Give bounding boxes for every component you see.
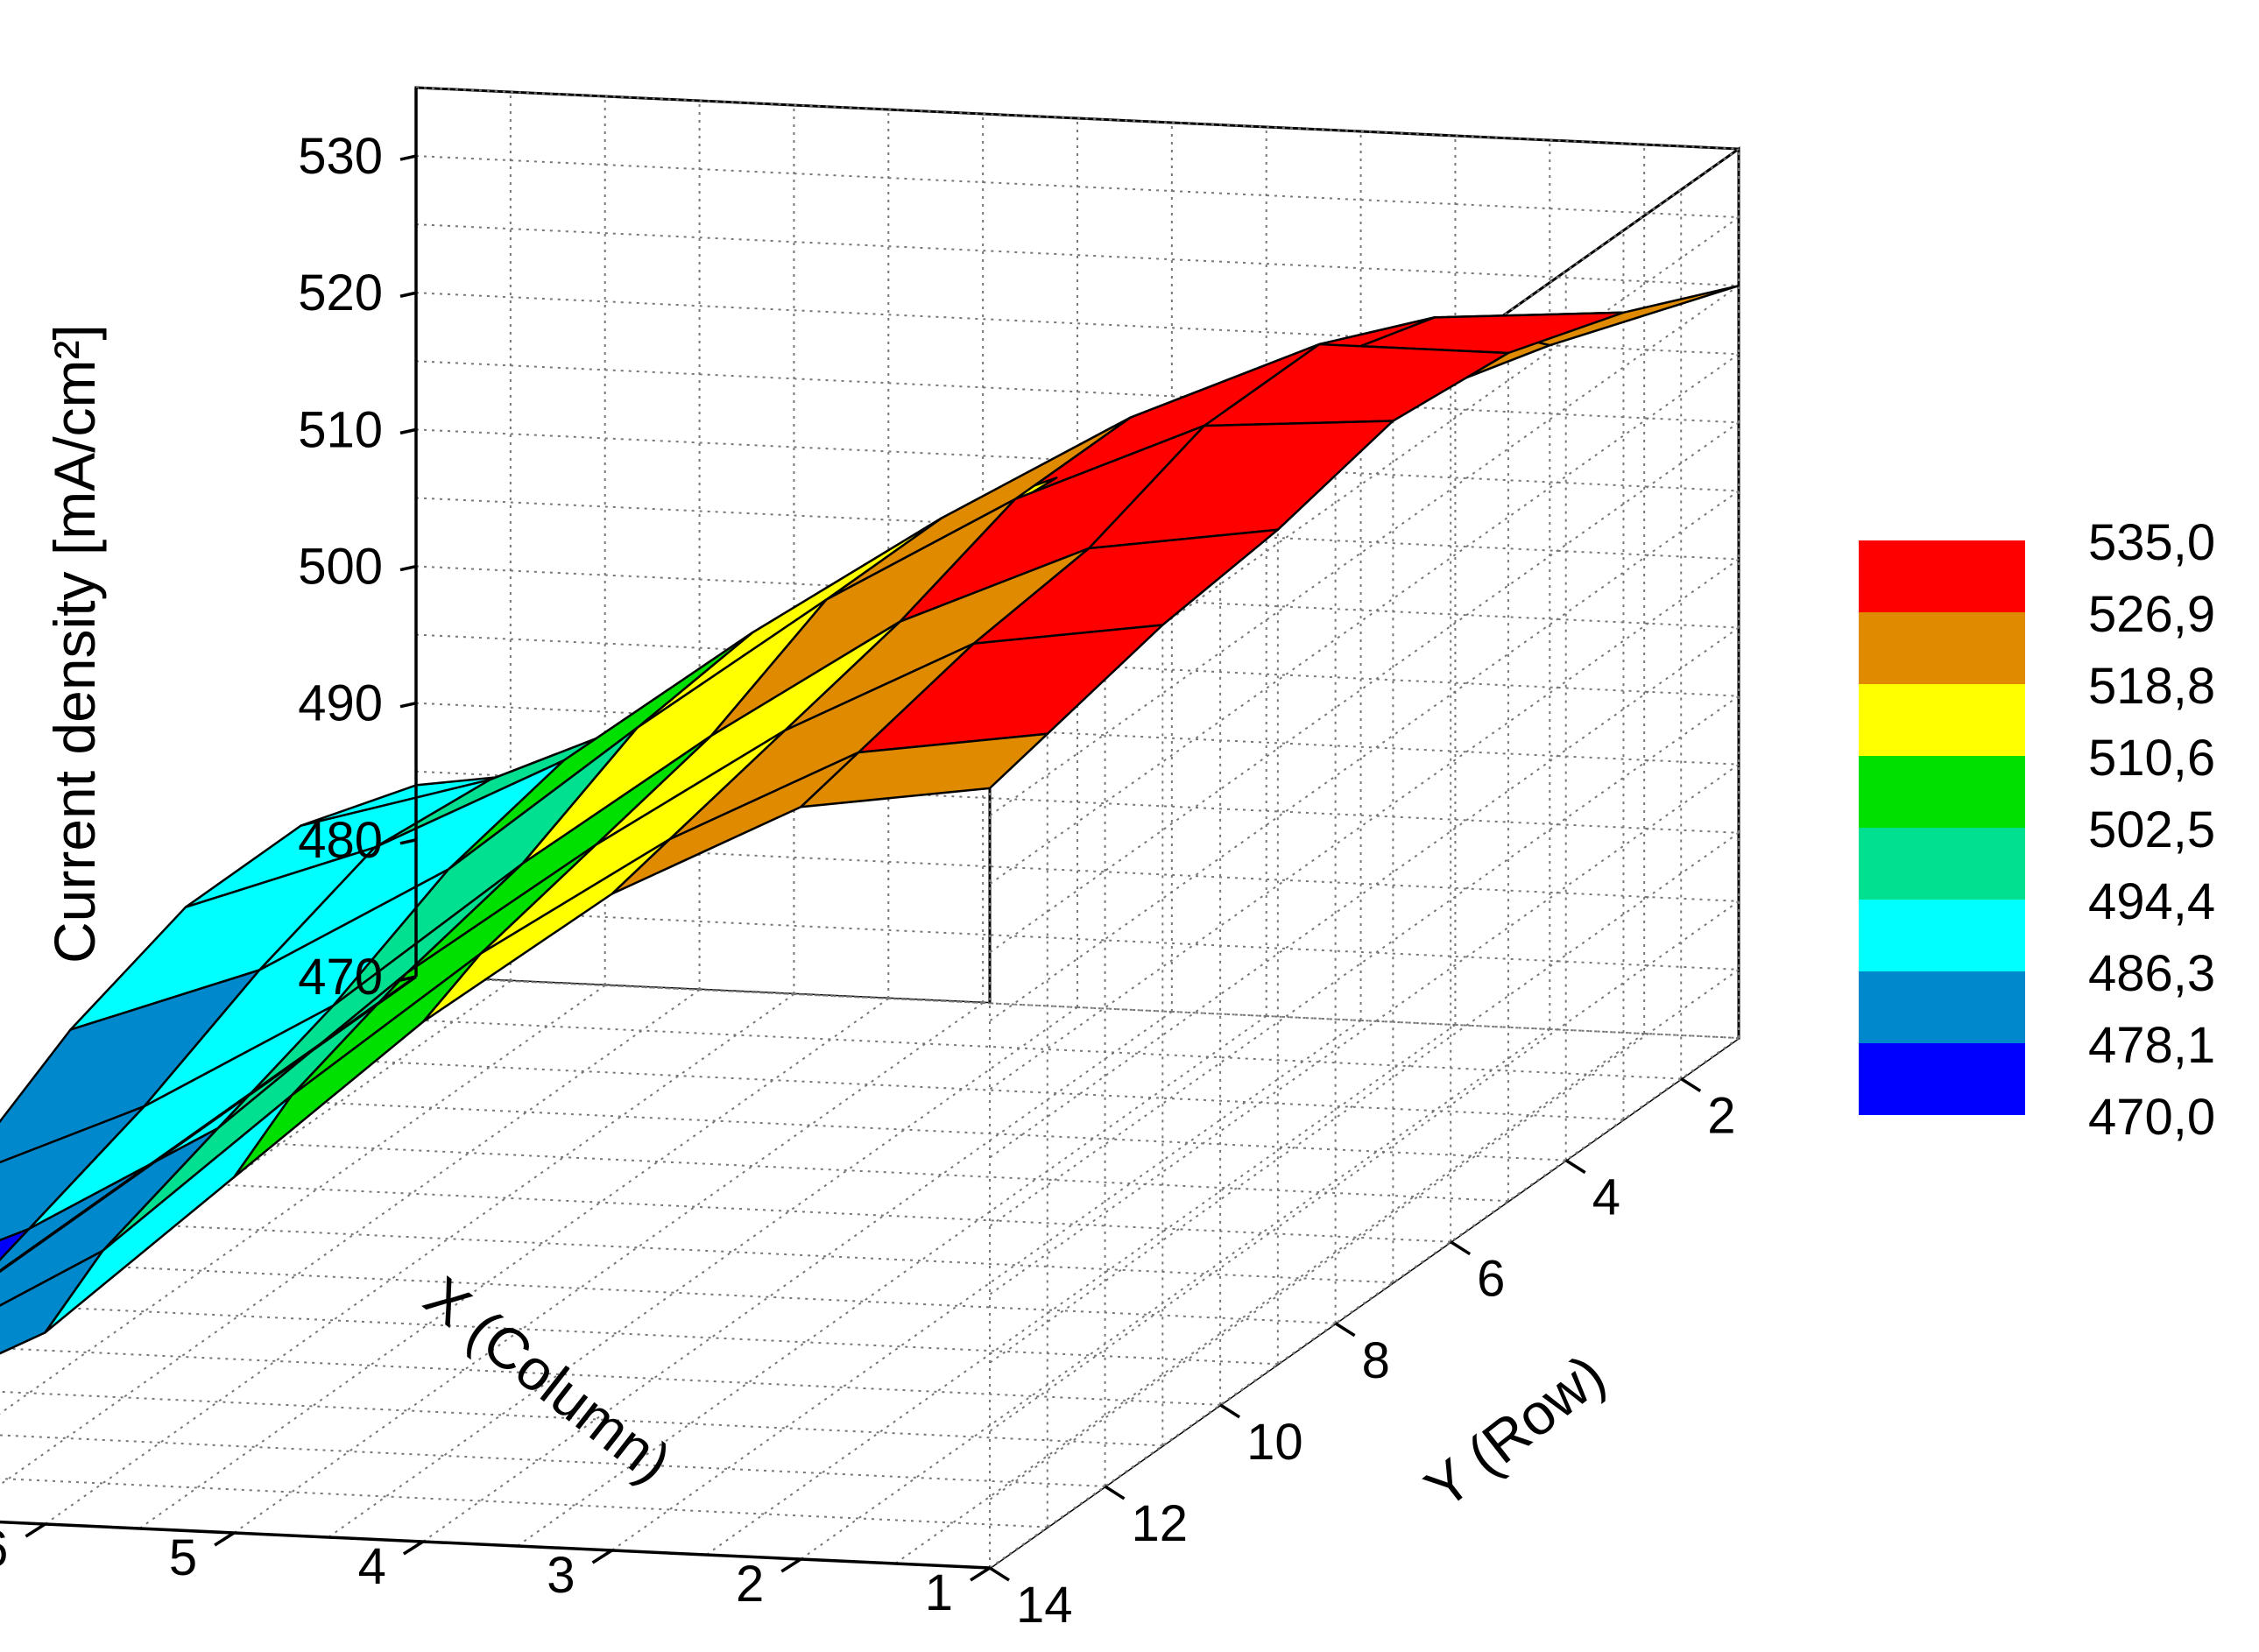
z-tick [399,291,417,298]
z-tick [399,427,417,435]
surface-cell [0,1105,145,1242]
grid-line [328,1006,1078,1538]
y-tick [1564,1159,1586,1175]
surface-cell [0,1249,104,1355]
surface-cell [0,1126,219,1307]
grid-line [989,490,1740,1022]
axis-lines [0,88,1702,1582]
z-tick-label: 490 [298,675,383,732]
tick-labels: 470480490500510520530123456782468101214 [0,128,1735,1634]
grid-line [989,285,1740,816]
back-walls [0,86,1740,1571]
grid-line [989,969,1740,1500]
legend-color-band [1859,612,2025,684]
legend-level-label: 470,0 [2088,1089,2215,1146]
floor [0,977,1739,1568]
y-tick [1680,1077,1702,1093]
x-tick [591,1549,613,1564]
legend-level-label: 494,4 [2088,873,2215,930]
grid-line [138,998,889,1529]
legend-level-label: 535,0 [2088,514,2215,571]
z-tick [399,564,417,572]
y-tick [1450,1240,1472,1256]
grid-line [44,993,795,1525]
legend-color-band [1859,684,2025,756]
z-tick-label: 530 [298,128,383,185]
grid-line [422,1011,1173,1543]
y-tick-label: 10 [1246,1414,1303,1471]
grid-line [517,1015,1267,1547]
legend-color-band [1859,540,2025,612]
z-tick [399,701,417,709]
z-axis-title: Current density [mA/cm²] [42,324,107,964]
x-tick-label: 4 [358,1538,386,1595]
grid-line [989,353,1740,886]
surface-cell [0,969,261,1164]
legend-level-label: 510,6 [2088,730,2215,787]
grid-line [0,989,701,1486]
wall-gridlines [0,87,1740,1569]
x-axis-line-front [0,975,418,1274]
grid-line [989,421,1740,954]
z-tick-label: 520 [298,265,383,321]
x-tick-label: 1 [925,1564,953,1621]
legend-level-label: 502,5 [2088,801,2215,858]
grid-line [989,626,1740,1159]
y-tick [989,1566,1010,1582]
grid-line [800,1028,1550,1560]
y-tick-label: 12 [1132,1495,1189,1552]
x-tick [780,1557,802,1573]
y-axis-title: Y (Row) [1413,1342,1616,1521]
y-tick-label: 14 [1016,1577,1073,1634]
x-tick-label: 6 [0,1521,8,1578]
surface-cell [0,1227,31,1261]
legend-color-band [1859,756,2025,828]
grid-line [989,831,1740,1364]
grid-line [233,1002,984,1534]
x-tick [402,1540,424,1556]
grid-line [989,216,1740,748]
y-tick-label: 4 [1592,1169,1620,1226]
x-tick [970,1566,991,1582]
grid-line [989,695,1740,1227]
grid-line [989,763,1740,1295]
z-tick-label: 500 [298,539,383,596]
legend-color-band [1859,828,2025,900]
z-tick [399,975,417,982]
grid-line [611,1020,1362,1551]
grid-line [0,985,606,1415]
x-tick [25,1522,46,1538]
grid-line [989,558,1740,1091]
y-tick [1219,1403,1241,1419]
legend-color-band [1859,900,2025,971]
legend-level-label: 526,9 [2088,586,2215,643]
y-tick-label: 2 [1707,1088,1735,1145]
z-tick-label: 510 [298,401,383,458]
surface-mesh [0,284,1740,1355]
y-tick [1334,1322,1356,1338]
y-tick [1104,1485,1126,1500]
y-tick-label: 8 [1362,1332,1390,1389]
grid-line [894,1033,1645,1564]
z-tick [399,154,417,161]
legend-color-band [1859,971,2025,1043]
color-legend: 535,0 526,9 518,8 510,6 502,5 494,4 486,3 478,1… [1859,514,2215,1146]
x-tick-label: 5 [169,1529,197,1586]
grid-line [705,1024,1457,1556]
grid-line [989,900,1740,1432]
x-tick-label: 2 [736,1556,764,1613]
z-tick-label: 470 [298,949,383,1006]
x-tick [214,1531,236,1547]
z-tick-label: 480 [298,812,383,869]
grid-line [989,1037,1740,1569]
legend-level-label: 478,1 [2088,1017,2215,1074]
legend-level-label: 518,8 [2088,658,2215,715]
z-tick [399,838,417,845]
legend-level-label: 486,3 [2088,945,2215,1002]
y-axis-line-front [0,1520,991,1570]
y-tick-label: 6 [1477,1251,1505,1308]
legend-color-band [1859,1043,2025,1115]
x-tick-label: 3 [547,1547,575,1604]
